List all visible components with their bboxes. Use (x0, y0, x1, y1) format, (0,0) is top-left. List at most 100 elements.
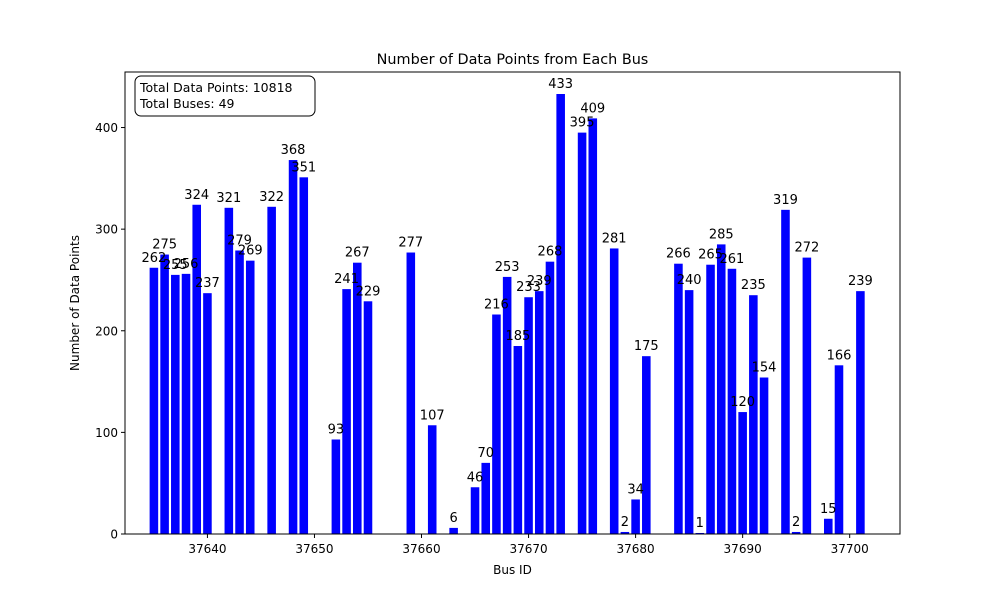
bar-value-label: 185 (505, 329, 530, 344)
bar-value-label: 351 (291, 160, 316, 175)
summary-annotation: Total Data Points: 10818 Total Buses: 49 (134, 75, 316, 117)
plot-frame (124, 71, 901, 535)
bar (267, 206, 276, 534)
bar-value-label: 433 (548, 77, 573, 92)
bar-value-label: 262 (141, 251, 166, 266)
bar-value-label: 15 (820, 502, 837, 517)
x-tick-label: 37690 (724, 542, 762, 556)
bar (684, 290, 694, 534)
bar (492, 314, 501, 534)
bar-value-label: 255 (163, 258, 188, 273)
bar (160, 254, 169, 535)
bar (224, 207, 234, 535)
x-tick-label: 37670 (509, 542, 547, 556)
bar-value-label: 272 (794, 241, 819, 256)
bar (834, 365, 844, 534)
bar-value-label: 241 (334, 272, 359, 287)
bar-value-label: 1 (696, 516, 704, 531)
bar-value-label: 409 (580, 101, 605, 116)
bar-labels-group: 2622752552563242373212792693223683519324… (141, 77, 872, 531)
bar (556, 94, 565, 534)
bar-value-label: 256 (174, 257, 199, 272)
bar (791, 531, 801, 534)
bar (192, 204, 202, 534)
bar-value-label: 216 (484, 298, 509, 313)
y-tick-label: 200 (95, 324, 118, 338)
bar (235, 250, 244, 534)
bar (427, 425, 437, 534)
bar-value-label: 239 (527, 274, 552, 289)
bar-value-label: 321 (216, 191, 241, 206)
bar-value-label: 120 (730, 395, 755, 410)
bar (577, 132, 587, 534)
bar (353, 262, 362, 534)
bar (331, 439, 341, 534)
bar (823, 518, 833, 534)
bar-value-label: 46 (467, 470, 484, 485)
bar-value-label: 239 (848, 274, 873, 289)
bar-value-label: 322 (259, 190, 284, 205)
bar (588, 118, 598, 534)
bar-value-label: 253 (495, 260, 520, 275)
annotation-line-total-buses: Total Buses: 49 (139, 96, 235, 111)
bar-value-label: 93 (328, 422, 345, 437)
bar (363, 301, 373, 534)
bar (513, 346, 523, 534)
bar (738, 412, 747, 534)
x-tick-label: 37640 (188, 542, 226, 556)
bar (631, 499, 640, 534)
bar-value-label: 281 (602, 231, 627, 246)
y-tick-label: 100 (95, 426, 118, 440)
y-axis-label: Number of Data Points (68, 235, 82, 371)
bars-group (149, 94, 865, 535)
bar-value-label: 268 (538, 245, 563, 260)
bar-value-label: 34 (627, 482, 644, 497)
bar (470, 487, 480, 534)
x-tick-label: 37650 (295, 542, 333, 556)
bar-value-label: 2 (621, 515, 629, 530)
bar-value-label: 269 (238, 244, 263, 259)
bar-value-label: 324 (184, 188, 209, 203)
x-axis-label: Bus ID (493, 563, 532, 577)
bar (727, 268, 737, 534)
bar (449, 527, 458, 534)
y-tick-label: 300 (95, 223, 118, 237)
bar (342, 289, 351, 534)
bar-value-label: 154 (752, 361, 777, 376)
bar-value-label: 368 (281, 143, 306, 158)
bar-value-label: 261 (720, 252, 745, 267)
chart-title: Number of Data Points from Each Bus (377, 52, 649, 68)
bar (181, 273, 191, 534)
bar-value-label: 235 (741, 278, 766, 293)
bar (203, 293, 212, 534)
bar-value-label: 233 (516, 280, 541, 295)
bar (620, 531, 630, 534)
x-tick-label: 37700 (831, 542, 869, 556)
bar (802, 257, 812, 534)
bar (674, 263, 683, 534)
x-axis-ticks: 37640 37650 37660 37670 37680 37690 37700 (188, 534, 869, 556)
bar (781, 209, 790, 534)
bar (406, 252, 416, 534)
bar (695, 532, 705, 534)
bar (502, 276, 512, 534)
bar-value-label: 70 (477, 446, 494, 461)
bar (524, 297, 533, 534)
bar-value-label: 395 (570, 116, 595, 131)
bar-value-label: 277 (398, 236, 423, 251)
bar-value-label: 237 (195, 276, 220, 291)
bar-value-label: 175 (634, 339, 659, 354)
bar-value-label: 265 (698, 248, 723, 263)
bar (481, 462, 491, 534)
bar-value-label: 267 (345, 246, 370, 261)
bar (545, 261, 555, 534)
x-tick-label: 37660 (402, 542, 440, 556)
bar-value-label: 229 (356, 284, 381, 299)
annotation-line-total-points: Total Data Points: 10818 (139, 80, 293, 95)
bar-value-label: 240 (677, 273, 702, 288)
bar (642, 356, 651, 534)
annotation-box (134, 75, 316, 117)
bar (288, 160, 298, 534)
bar-value-label: 166 (827, 348, 852, 363)
